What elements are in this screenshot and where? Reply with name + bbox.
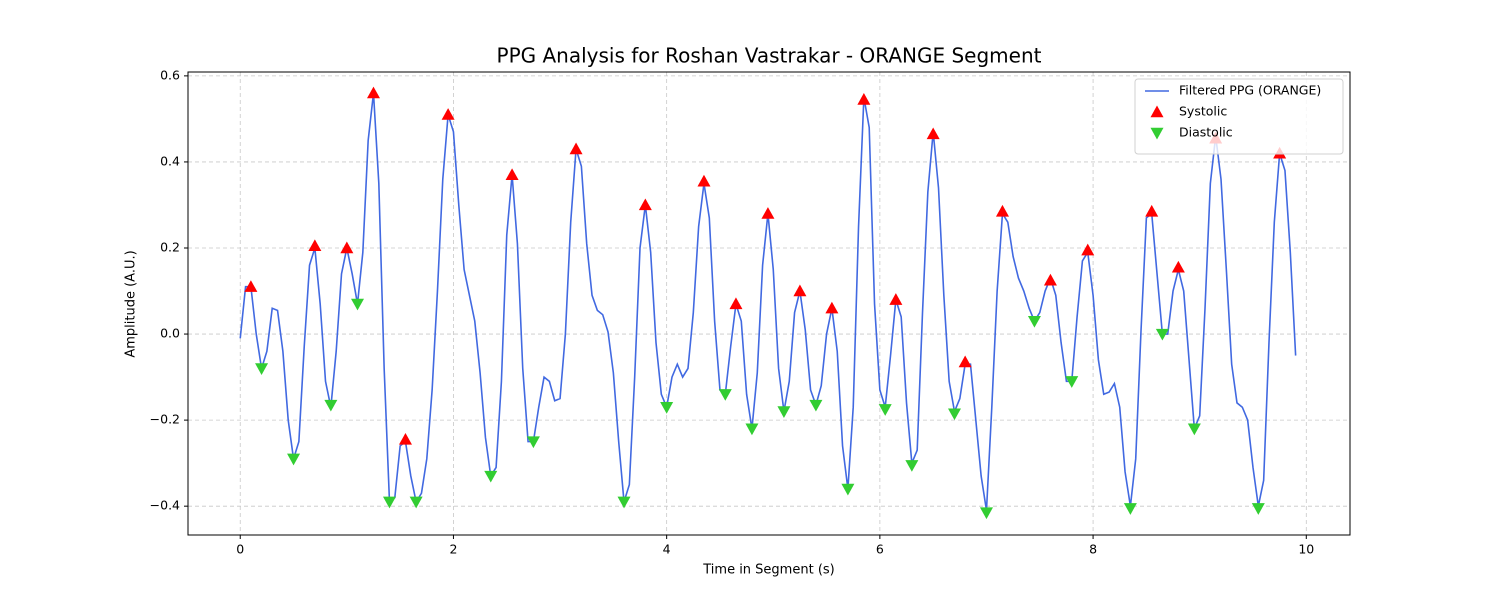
- marker: [1065, 376, 1079, 388]
- legend-label: Filtered PPG (ORANGE): [1179, 83, 1321, 98]
- marker: [1123, 503, 1137, 515]
- marker: [398, 432, 412, 445]
- y-tick-label: −0.2: [150, 412, 180, 427]
- legend-swatch: [1150, 127, 1164, 140]
- y-tick-label: 0.4: [160, 153, 180, 168]
- y-tick-label: 0.0: [160, 326, 180, 341]
- marker: [878, 404, 892, 416]
- marker: [324, 399, 338, 412]
- marker: [255, 363, 269, 375]
- marker: [1187, 423, 1201, 436]
- marker: [441, 108, 455, 120]
- marker: [926, 127, 940, 140]
- marker: [889, 293, 903, 305]
- marker: [660, 402, 674, 414]
- marker: [947, 408, 961, 421]
- marker: [484, 470, 498, 483]
- marker: [526, 436, 540, 449]
- x-tick-label: 2: [449, 542, 457, 557]
- legend-box: [1134, 78, 1344, 155]
- marker: [340, 241, 354, 254]
- marker: [1081, 243, 1095, 256]
- x-tick-label: 0: [236, 542, 244, 557]
- y-tick-label: −0.4: [150, 498, 180, 513]
- marker: [1145, 204, 1159, 217]
- x-tick-label: 4: [663, 542, 671, 557]
- y-tick-label: 0.2: [160, 239, 180, 254]
- marker: [505, 168, 519, 181]
- marker: [718, 389, 732, 401]
- chart-title: PPG Analysis for Roshan Vastrakar - ORAN…: [497, 44, 1042, 68]
- marker: [905, 460, 919, 472]
- marker: [995, 204, 1009, 217]
- marker: [617, 496, 631, 509]
- marker: [793, 284, 807, 297]
- marker: [841, 483, 855, 496]
- marker: [825, 301, 839, 314]
- marker: [1027, 315, 1041, 328]
- y-axis-label: Amplitude (A.U.): [124, 250, 139, 357]
- marker: [777, 406, 791, 419]
- marker: [244, 280, 258, 292]
- marker: [809, 399, 823, 412]
- marker: [1155, 328, 1169, 341]
- marker: [857, 93, 871, 105]
- marker: [1171, 260, 1185, 273]
- marker: [1043, 273, 1057, 286]
- marker: [409, 496, 423, 509]
- marker: [729, 297, 743, 310]
- marker: [382, 496, 396, 509]
- plot-frame: [187, 71, 1351, 536]
- marker: [638, 198, 652, 211]
- marker: [308, 239, 322, 252]
- marker: [351, 298, 365, 311]
- y-tick-label: 0.6: [160, 67, 180, 82]
- marker: [569, 142, 583, 155]
- legend-swatch: [1150, 105, 1164, 118]
- marker: [958, 355, 972, 368]
- marker: [287, 453, 301, 466]
- marker: [745, 423, 759, 436]
- x-tick-label: 10: [1298, 542, 1314, 557]
- marker: [366, 86, 380, 99]
- marker: [1251, 503, 1265, 515]
- x-axis-label: Time in Segment (s): [702, 563, 834, 578]
- marker: [697, 174, 711, 187]
- x-tick-label: 6: [876, 542, 884, 557]
- legend-label: Diastolic: [1179, 125, 1233, 140]
- legend-label: Systolic: [1179, 104, 1227, 119]
- marker: [761, 207, 775, 219]
- marker: [979, 507, 993, 520]
- x-tick-label: 8: [1089, 542, 1097, 557]
